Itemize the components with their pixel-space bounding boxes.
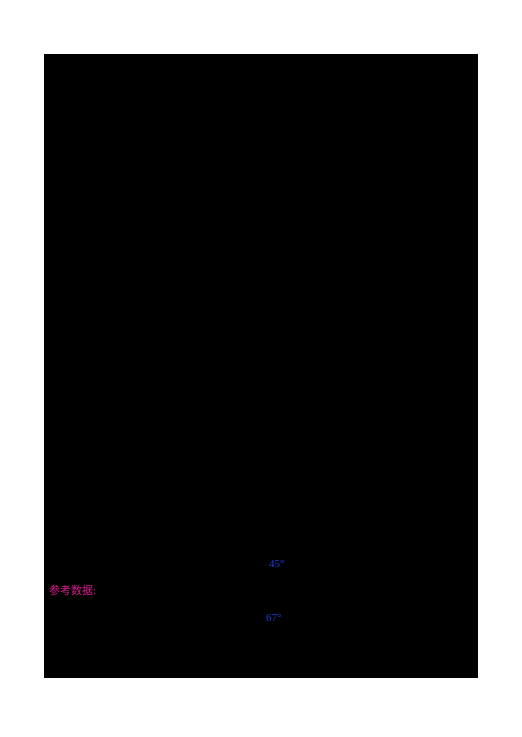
angle-67-label: 67° [266, 613, 281, 624]
angle-45-label: 45° [269, 559, 284, 570]
approx-symbol-1: ≈ [237, 573, 243, 584]
reference-label: 参考数据: [49, 586, 96, 597]
page-background: 参考数据: 45° 67° ≈ ≈ [0, 0, 522, 737]
approx-symbol-2: ≈ [256, 586, 262, 597]
